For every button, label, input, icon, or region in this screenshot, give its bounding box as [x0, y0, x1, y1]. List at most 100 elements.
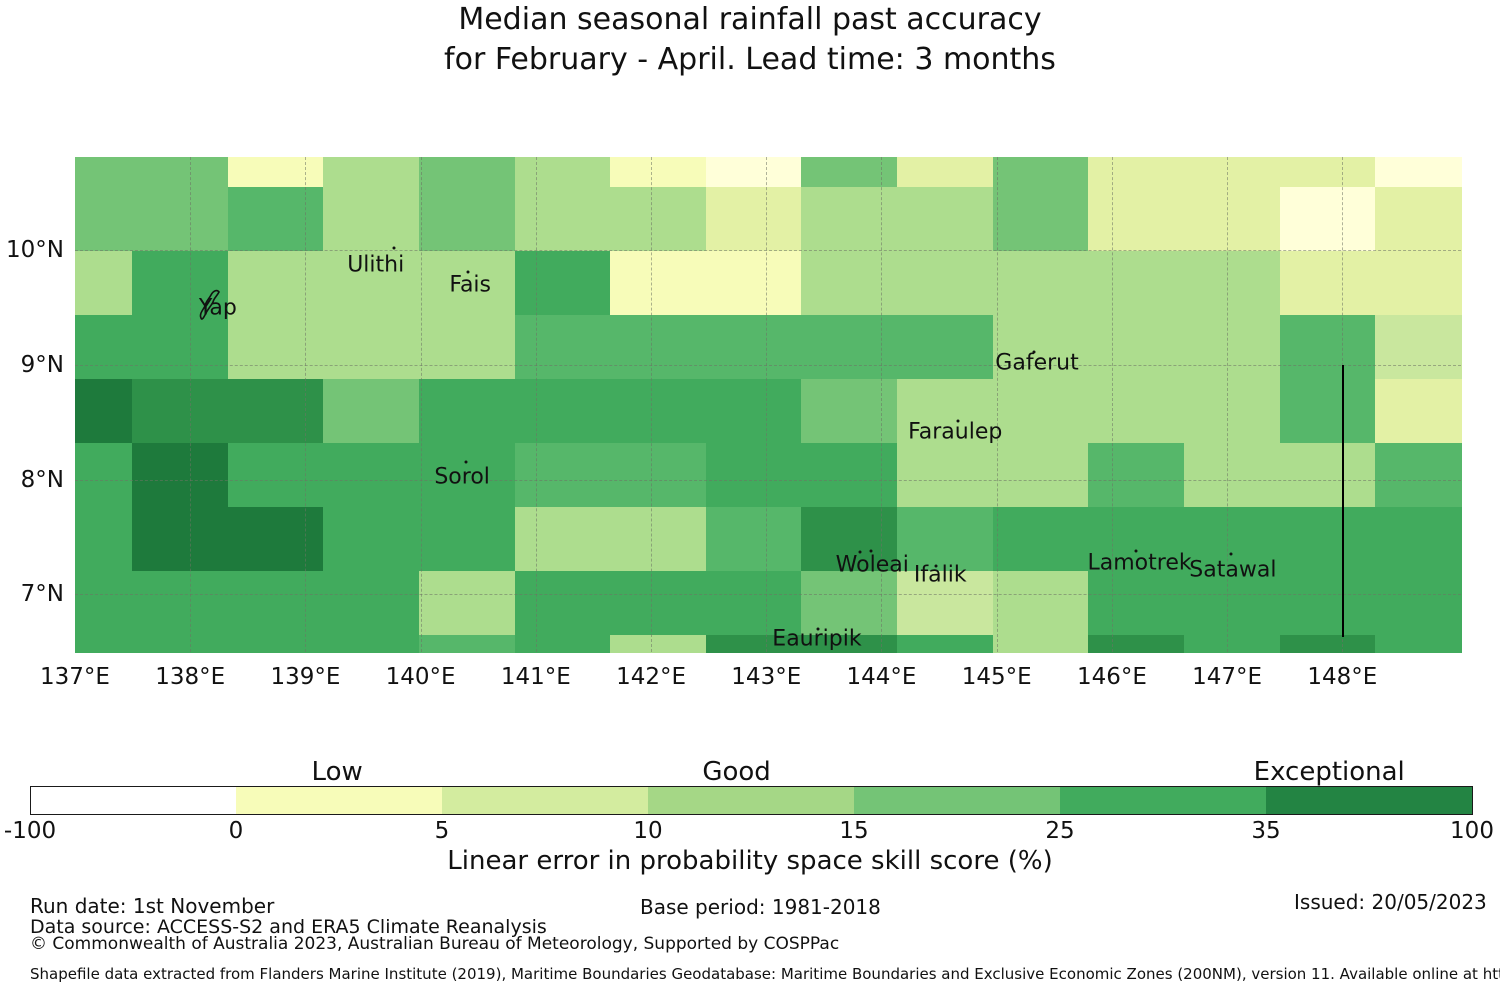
- colorbar-category-label-exceptional: Exceptional: [1253, 757, 1405, 787]
- map-cell: [514, 571, 611, 636]
- latitude-gridline: [75, 364, 1461, 366]
- latitude-gridline: [75, 594, 1461, 596]
- x-axis-tick-label: 137°E: [40, 664, 110, 690]
- map-cell: [514, 635, 611, 653]
- longitude-gridline: [1227, 157, 1229, 652]
- map-cell: [132, 186, 229, 252]
- colorbar-tick-label: 100: [1450, 818, 1494, 844]
- map-cell: [227, 315, 324, 380]
- map-cell: [705, 157, 802, 188]
- island-marker-dot: [858, 550, 862, 554]
- map-cell: [418, 635, 516, 653]
- map-cell: [705, 442, 802, 508]
- map-cell: [705, 571, 802, 636]
- x-axis-tick-label: 140°E: [385, 664, 456, 690]
- island-marker-dot: [1134, 549, 1138, 553]
- map-cell: [132, 571, 229, 636]
- map-cell: [897, 507, 994, 572]
- map-cell: [1375, 315, 1462, 380]
- map-cell: [227, 571, 324, 636]
- map-cell: [610, 442, 707, 508]
- map-cell: [992, 507, 1089, 572]
- map-cell: [705, 251, 802, 316]
- x-axis-tick-label: 148°E: [1307, 664, 1378, 690]
- map-cell: [1183, 442, 1281, 508]
- map-cell: [1088, 378, 1185, 444]
- map-cell: [1088, 186, 1185, 252]
- map-cell: [1088, 507, 1185, 572]
- map-cell: [1183, 635, 1281, 653]
- colorbar-tick-label: -100: [3, 818, 57, 844]
- colorbar-segment: [236, 786, 442, 815]
- y-axis-tick-label: 9°N: [20, 351, 64, 378]
- map-cell: [1088, 157, 1185, 188]
- map-cell: [897, 315, 994, 380]
- latitude-gridline: [75, 479, 1461, 481]
- colorbar-segment: [648, 786, 854, 815]
- map-cell: [1183, 507, 1281, 572]
- map-cell: [1279, 186, 1376, 252]
- x-axis-tick-label: 138°E: [155, 664, 226, 690]
- map-cell: [705, 507, 802, 572]
- map-cell: [1088, 442, 1185, 508]
- island-marker-dot: [392, 246, 396, 250]
- data-source-text: Data source: ACCESS-S2 and ERA5 Climate …: [30, 916, 547, 938]
- longitude-gridline: [1111, 157, 1113, 652]
- longitude-gridline: [651, 157, 653, 652]
- map-cell: [610, 251, 707, 316]
- map-cell: [418, 157, 516, 188]
- map-cell: [897, 635, 994, 653]
- map-cell: [1375, 378, 1462, 444]
- map-cell: [323, 571, 420, 636]
- island-label-gaferut: Gaferut: [995, 350, 1079, 376]
- island-label-yap: Yap: [198, 295, 237, 321]
- map-cell: [514, 251, 611, 316]
- map-cell: [227, 186, 324, 252]
- map-cell: [1375, 635, 1462, 653]
- y-axis-tick-label: 8°N: [20, 466, 64, 493]
- map-cell: [418, 186, 516, 252]
- map-cell: [418, 251, 516, 316]
- map-cell: [1375, 507, 1462, 572]
- map-cell: [1279, 635, 1376, 653]
- colorbar-axis-label: Linear error in probability space skill …: [447, 846, 1053, 876]
- island-marker-dot: [956, 419, 960, 423]
- map-cell: [75, 378, 133, 444]
- map-cell: [227, 635, 324, 653]
- island-marker-dot: [1032, 350, 1036, 354]
- map-cell: [1375, 157, 1462, 188]
- map-cell: [514, 315, 611, 380]
- colorbar-tick-label: 10: [633, 818, 663, 844]
- map-cell: [75, 251, 133, 316]
- map-cell: [323, 507, 420, 572]
- longitude-gridline: [766, 157, 768, 652]
- map-cell: [992, 635, 1089, 653]
- map-cell: [897, 157, 994, 188]
- y-axis-tick-label: 7°N: [20, 581, 64, 608]
- x-axis-tick-label: 144°E: [846, 664, 917, 690]
- map-cell: [1088, 251, 1185, 316]
- map-cell: [801, 635, 898, 653]
- island-label-fais: Fais: [449, 272, 492, 298]
- x-axis-tick-label: 141°E: [500, 664, 571, 690]
- map-cell: [1183, 157, 1281, 188]
- map-cell: [1279, 442, 1376, 508]
- island-marker-dot: [466, 270, 470, 274]
- map-cell: [992, 157, 1089, 188]
- map-cell: [132, 315, 229, 380]
- map-cell: [992, 571, 1089, 636]
- longitude-gridline: [190, 157, 192, 652]
- map-cell: [227, 251, 324, 316]
- island-marker-dot: [816, 627, 820, 631]
- map-cell: [897, 251, 994, 316]
- map-cell: [1375, 186, 1462, 252]
- map-cell: [1183, 251, 1281, 316]
- map-cell: [418, 378, 516, 444]
- colorbar-tick-label: 15: [839, 818, 869, 844]
- colorbar-category-label-good: Good: [702, 757, 771, 787]
- island-label-satawal: Satawal: [1189, 557, 1277, 583]
- x-axis-tick-label: 146°E: [1076, 664, 1147, 690]
- colorbar-tick-label: 35: [1251, 818, 1281, 844]
